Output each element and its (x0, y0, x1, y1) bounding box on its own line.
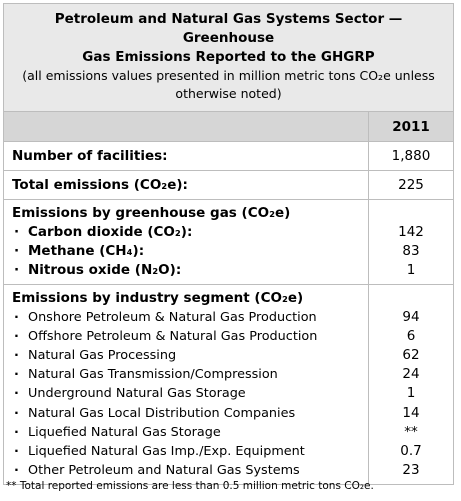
segment-item: · Underground Natural Gas Storage (12, 384, 360, 403)
gas-heading: Emissions by greenhouse gas (CO₂e) (12, 205, 291, 221)
segment-item-value: 1 (406, 385, 416, 402)
title-line-2: Gas Emissions Reported to the GHGRP (82, 49, 375, 65)
segment-item-label: Liquefied Natural Gas Imp./Exp. Equipmen… (28, 443, 305, 459)
segment-item-value: 24 (402, 366, 420, 383)
gas-item-value: 1 (406, 262, 416, 278)
segment-item-value: 0.7 (400, 442, 422, 459)
footnote: ** Total reported emissions are less tha… (6, 480, 374, 492)
total-value: 225 (398, 177, 424, 193)
segment-group: Emissions by industry segment (CO₂e) · On… (4, 285, 453, 484)
header-row: 2011 (4, 112, 453, 142)
segment-item-label: Natural Gas Transmission/Compression (28, 367, 278, 383)
gas-item-value: 83 (402, 243, 420, 259)
gas-labels: Emissions by greenhouse gas (CO₂e) · Carb… (4, 200, 369, 284)
segment-item-label: Offshore Petroleum & Natural Gas Product… (28, 329, 318, 345)
bullet-icon: · (14, 262, 20, 278)
bullet-icon: · (14, 405, 19, 421)
segment-item-value: 6 (406, 328, 416, 345)
gas-item: · Nitrous oxide (N₂O): (12, 261, 360, 280)
title-line-1: Petroleum and Natural Gas Systems Sector… (54, 11, 403, 46)
gas-item-label: Nitrous oxide (N₂O): (28, 262, 182, 278)
segment-item: · Offshore Petroleum & Natural Gas Produc… (12, 327, 360, 346)
segment-item-value: 94 (402, 309, 420, 326)
segment-item-value: ** (404, 423, 418, 440)
segment-item-label: Underground Natural Gas Storage (28, 386, 246, 402)
segment-item-label: Natural Gas Local Distribution Companies (28, 405, 296, 421)
bullet-icon: · (14, 329, 19, 345)
segment-values: 94 6 62 24 1 14 ** 0.7 23 (369, 285, 453, 484)
bullet-icon: · (14, 310, 19, 326)
emissions-table: Petroleum and Natural Gas Systems Sector… (3, 3, 454, 485)
segment-item-label: Liquefied Natural Gas Storage (28, 424, 221, 440)
gas-item-label: Carbon dioxide (CO₂): (28, 224, 193, 240)
title-note-line-2: otherwise noted) (175, 86, 282, 101)
bullet-icon: · (14, 224, 20, 240)
bullet-icon: · (14, 424, 19, 440)
bullet-icon: · (14, 462, 19, 478)
gas-group: Emissions by greenhouse gas (CO₂e) · Carb… (4, 200, 453, 285)
segment-item-label: Onshore Petroleum & Natural Gas Producti… (28, 310, 317, 326)
gas-item-label: Methane (CH₄): (28, 243, 145, 259)
segment-item: · Natural Gas Local Distribution Companie… (12, 404, 360, 423)
header-label-cell (4, 112, 369, 141)
segment-item: · Other Petroleum and Natural Gas Systems (12, 461, 360, 480)
table-title: Petroleum and Natural Gas Systems Sector… (4, 4, 453, 112)
facilities-row: Number of facilities: 1,880 (4, 142, 453, 171)
gas-item-value: 142 (398, 224, 424, 240)
total-label: Total emissions (CO₂e): (4, 171, 369, 199)
segment-item-label: Natural Gas Processing (28, 348, 177, 364)
segment-item: · Liquefied Natural Gas Storage (12, 423, 360, 442)
bullet-icon: · (14, 443, 19, 459)
segment-item-value: 23 (402, 461, 420, 478)
segment-item-value: 62 (402, 347, 420, 364)
facilities-label: Number of facilities: (4, 142, 369, 170)
total-row: Total emissions (CO₂e): 225 (4, 171, 453, 200)
header-year: 2011 (392, 119, 430, 135)
segment-item: · Onshore Petroleum & Natural Gas Product… (12, 308, 360, 327)
gas-values: 142 83 1 (369, 200, 453, 284)
gas-heading-spacer (369, 204, 453, 223)
segment-item: · Liquefied Natural Gas Imp./Exp. Equipme… (12, 442, 360, 461)
segment-labels: Emissions by industry segment (CO₂e) · On… (4, 285, 369, 484)
segment-item-value: 14 (402, 404, 420, 421)
segment-item: · Natural Gas Transmission/Compression (12, 365, 360, 384)
title-note-line-1: (all emissions values presented in milli… (22, 68, 435, 83)
segment-heading-spacer (369, 289, 453, 308)
gas-item: · Methane (CH₄): (12, 242, 360, 261)
bullet-icon: · (14, 367, 19, 383)
bullet-icon: · (14, 386, 19, 402)
bullet-icon: · (14, 348, 19, 364)
bullet-icon: · (14, 243, 20, 259)
facilities-value: 1,880 (391, 148, 431, 164)
segment-item-label: Other Petroleum and Natural Gas Systems (28, 462, 300, 478)
segment-heading: Emissions by industry segment (CO₂e) (12, 290, 304, 306)
gas-item: · Carbon dioxide (CO₂): (12, 223, 360, 242)
segment-item: · Natural Gas Processing (12, 346, 360, 365)
